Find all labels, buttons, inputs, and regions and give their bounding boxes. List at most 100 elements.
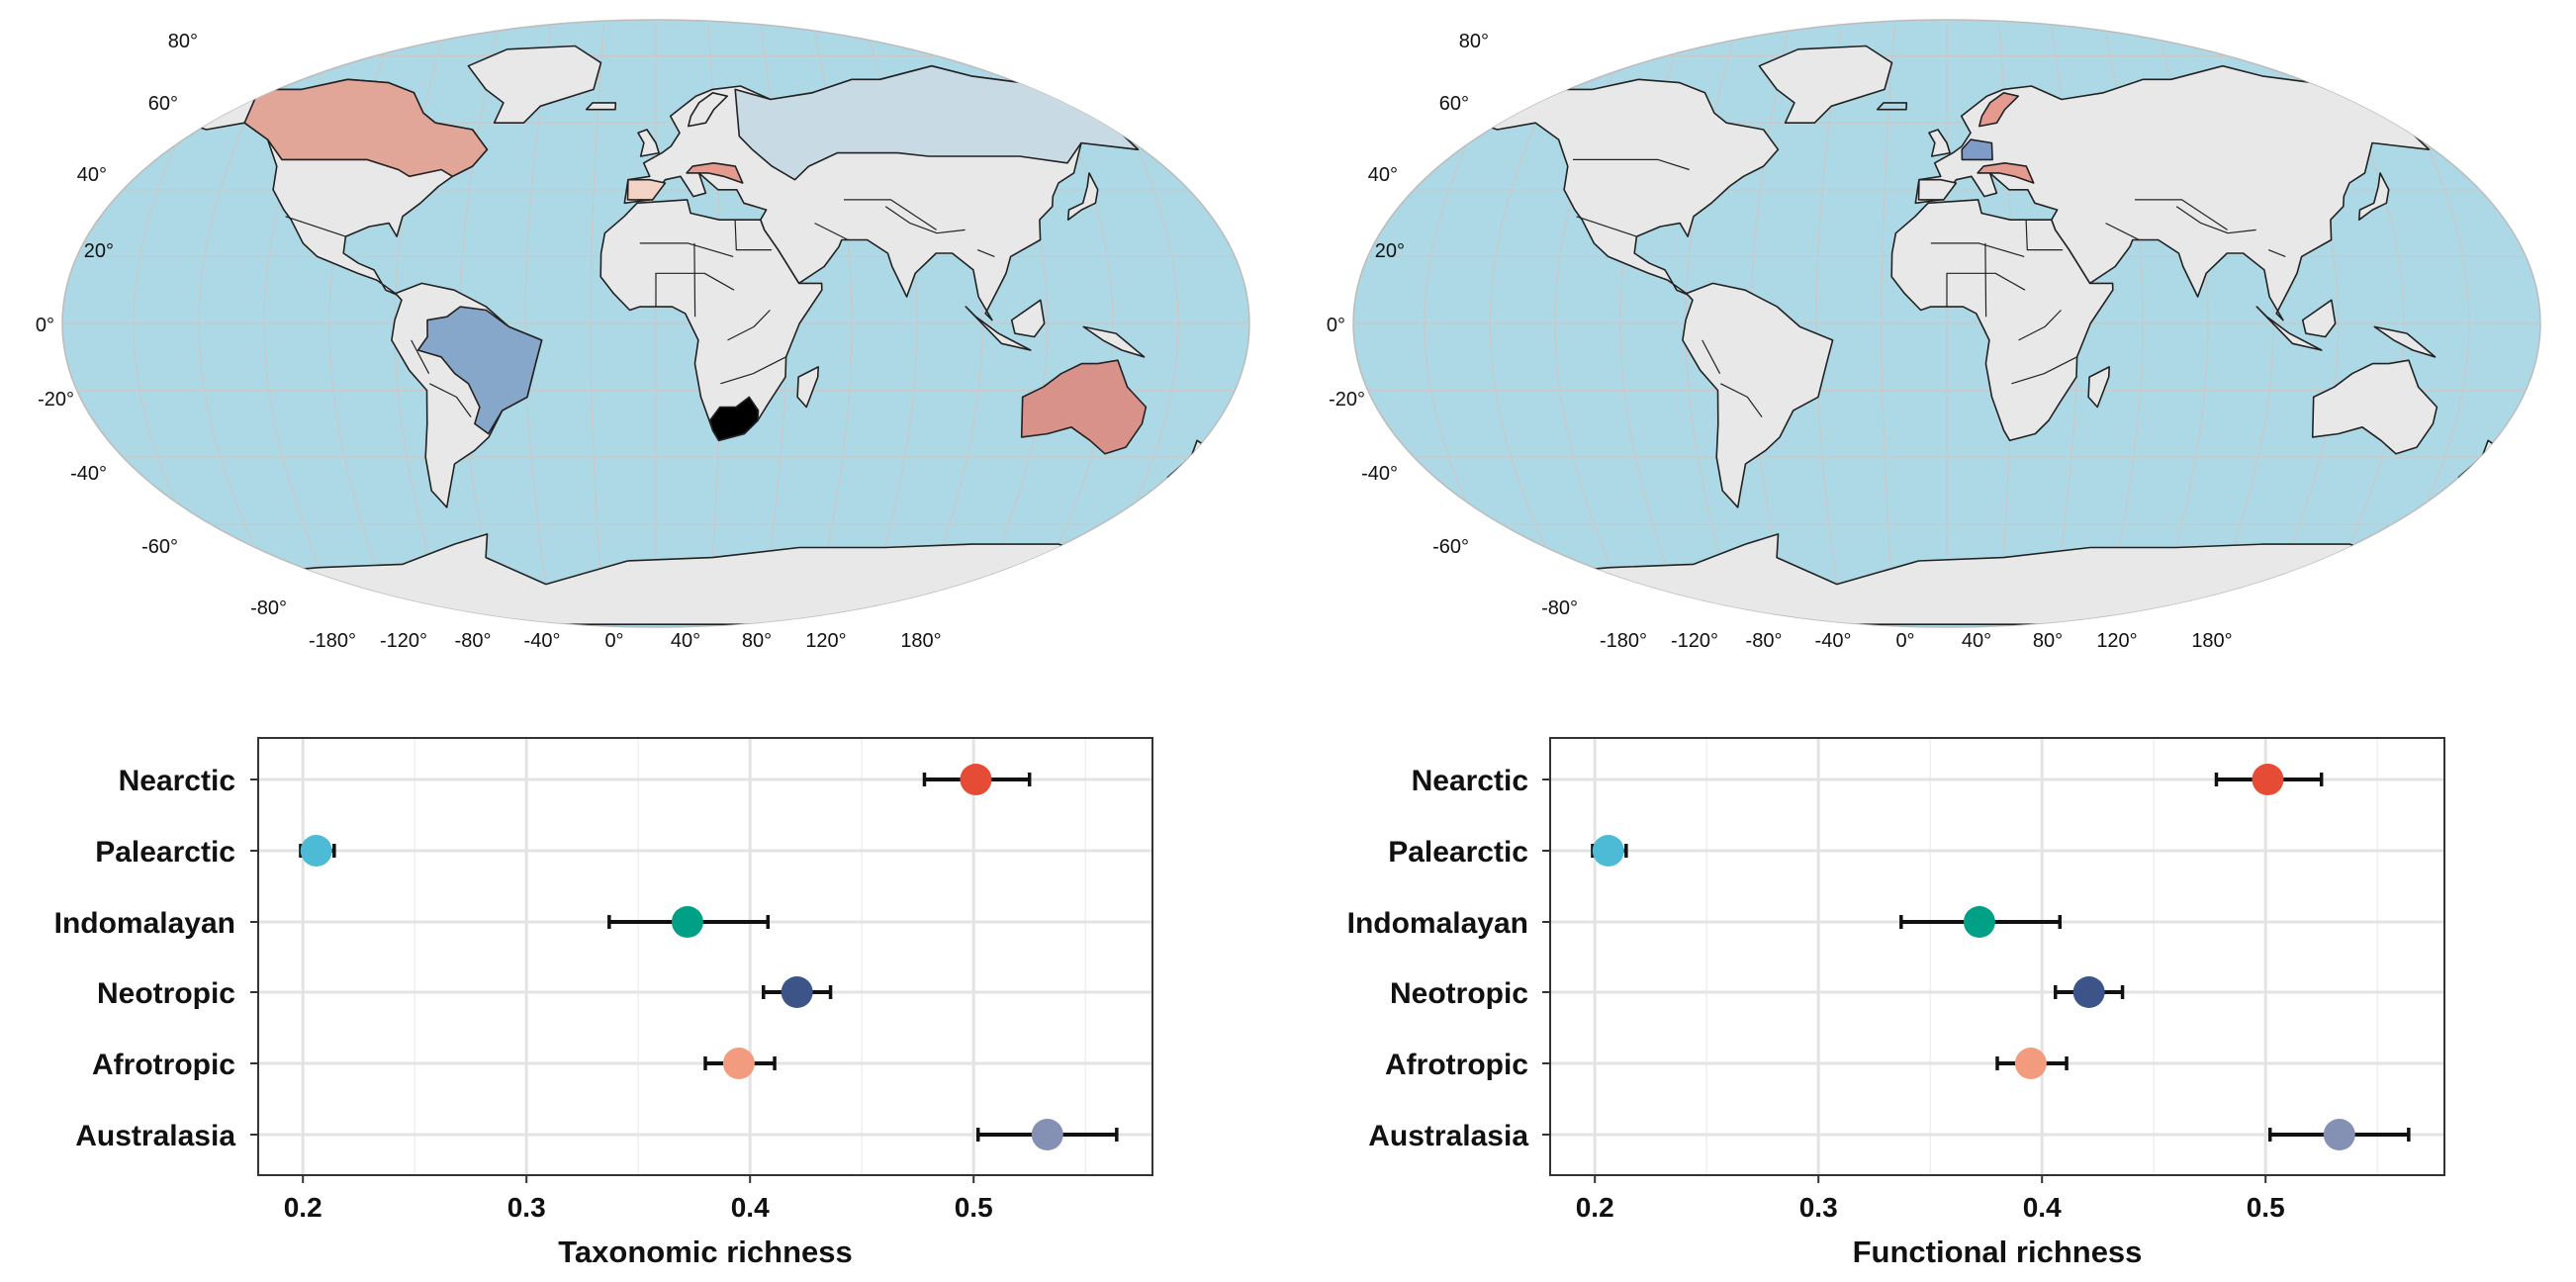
data-point [2072, 976, 2105, 1008]
x-tick-label: 0.3 [507, 1192, 546, 1223]
category-label: Indomalayan [1347, 907, 1528, 940]
country-border [639, 242, 734, 257]
data-point [960, 764, 992, 795]
data-point-group [703, 1048, 777, 1079]
land-masses [1439, 45, 2505, 625]
country-border [734, 220, 773, 251]
country-border [2018, 310, 2062, 341]
land-southamerica [1682, 282, 1834, 508]
plot-panel [258, 738, 1152, 1175]
country-border [814, 223, 849, 241]
data-point [1031, 1119, 1063, 1150]
lon-tick-label: -40° [524, 630, 561, 652]
country-border [1576, 216, 1637, 237]
country-border [976, 249, 995, 257]
country-border [411, 339, 430, 374]
plot-panel [1550, 738, 2444, 1175]
x-tick-label: 0.5 [955, 1192, 993, 1223]
region-europe-red [686, 162, 744, 184]
region-south-africa [708, 396, 760, 442]
x-axis-title: Taxonomic richness [558, 1235, 852, 1269]
lon-tick-label: 0° [604, 630, 623, 652]
region-europe-red [1977, 162, 2035, 184]
data-point [671, 906, 703, 938]
data-point-group [922, 764, 1032, 795]
region-brazil [416, 306, 543, 435]
land-northamerica [1462, 78, 1780, 298]
lat-tick-label: -60° [1432, 536, 1469, 558]
category-label: Australasia [1368, 1120, 1528, 1152]
region-europe-blue [1961, 138, 1993, 161]
country-border [1702, 339, 1721, 374]
data-point-group [975, 1119, 1119, 1150]
country-border [1720, 383, 1763, 417]
panel-border [1549, 737, 2445, 1176]
lat-tick-label: 0° [36, 315, 54, 336]
data-point [722, 1048, 755, 1079]
land-iceland [585, 102, 617, 111]
land-borneo [1010, 299, 1046, 338]
lon-tick-label: 40° [1962, 630, 1991, 652]
lat-tick-label: 0° [1327, 315, 1345, 336]
data-point [781, 976, 813, 1008]
data-point-group [1995, 1048, 2069, 1079]
data-point [2252, 764, 2284, 795]
land-madagascar [796, 366, 819, 409]
category-label: Palearctic [95, 836, 235, 869]
country-border [1946, 272, 2026, 308]
category-label: Nearctic [1412, 765, 1528, 797]
land-australia [2311, 359, 2438, 455]
lat-tick-label: 20° [1375, 240, 1405, 262]
category-label: Nearctic [119, 765, 235, 797]
country-border [844, 199, 937, 230]
land-iberia_pale [626, 178, 667, 201]
country-border [720, 356, 786, 385]
data-point [2323, 1119, 2355, 1150]
category-label: Afrotropic [1385, 1049, 1528, 1081]
land-africa [599, 199, 823, 442]
lon-tick-label: 180° [2191, 630, 2232, 652]
country-border [2105, 223, 2140, 241]
lat-tick-label: -80° [1541, 597, 1578, 619]
lon-tick-label: -40° [1815, 630, 1852, 652]
lon-tick-label: 80° [2033, 630, 2063, 652]
x-tick-label: 0.4 [731, 1192, 770, 1223]
country-border [693, 242, 696, 318]
category-label: Indomalayan [54, 907, 235, 940]
category-label: Afrotropic [92, 1049, 235, 1081]
land-greenland [467, 45, 602, 124]
land-indonesia [965, 306, 1032, 351]
data-point-group [1899, 906, 2063, 938]
x-tick-label: 0.4 [2023, 1192, 2062, 1223]
lat-tick-label: 80° [168, 31, 198, 52]
lat-tick-label: -40° [1361, 463, 1398, 485]
data-point-group [762, 976, 833, 1008]
country-border [2267, 249, 2286, 257]
lat-tick-label: -20° [38, 389, 74, 411]
country-border [884, 206, 966, 234]
land-scandinavia_red [688, 92, 728, 128]
x-axis-title: Functional richness [1853, 1235, 2143, 1269]
lon-tick-label: 120° [2096, 630, 2137, 652]
lon-tick-label: 0° [1895, 630, 1914, 652]
land-greenland [1758, 45, 1893, 124]
data-point-group [299, 835, 336, 867]
land-iberia_pale [1917, 178, 1958, 201]
data-point-group [2267, 1119, 2411, 1150]
lon-tick-label: -120° [380, 630, 427, 652]
country-border [285, 216, 346, 237]
data-point-group [607, 906, 771, 938]
world-map-right: 80° 60° 40° 20° 0° -20° -40° -60° -80° -180° -120°… [1327, 19, 2541, 652]
country-border [1930, 242, 2025, 257]
data-point [1592, 835, 1624, 867]
lat-tick-label: 20° [84, 240, 114, 262]
data-point [2014, 1048, 2047, 1079]
x-tick-label: 0.2 [1576, 1192, 1614, 1223]
panel-border [257, 737, 1153, 1176]
data-point-group [2214, 764, 2324, 795]
lon-tick-label: 80° [742, 630, 772, 652]
functional-richness-chart: Nearctic Palearctic Indomalayan Neotropic Af… [1347, 737, 2445, 1269]
land-eurasia [1914, 64, 2468, 321]
land-japan [2357, 172, 2390, 221]
country-border [2011, 356, 2077, 385]
